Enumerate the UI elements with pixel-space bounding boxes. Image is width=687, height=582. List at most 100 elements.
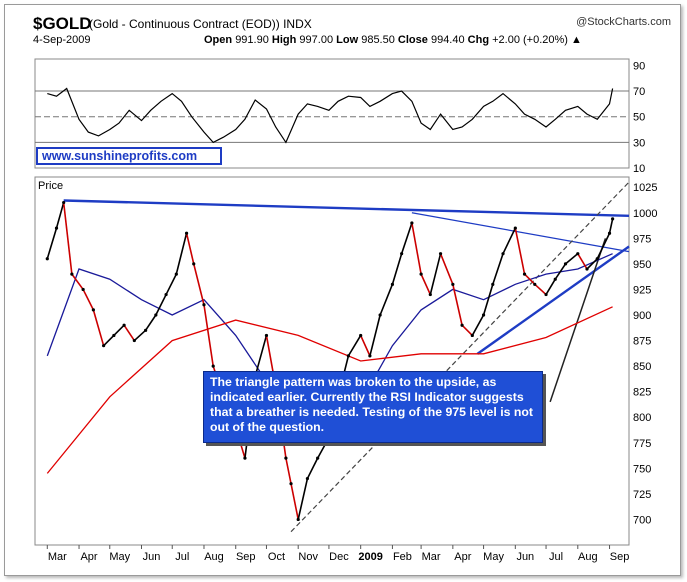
price-point [211, 364, 215, 368]
price-point [346, 354, 350, 358]
price-segment [254, 335, 268, 377]
price-segment [429, 253, 442, 295]
price-point [102, 344, 106, 348]
price-point [400, 252, 404, 256]
chart-title: $GOLD [33, 14, 92, 33]
price-segment [359, 335, 371, 357]
price-point [544, 292, 548, 297]
price-point [419, 272, 423, 276]
price-segment [439, 253, 454, 285]
price-point [289, 482, 293, 486]
price-tick-725: 725 [633, 489, 651, 501]
x-tick-jul-16: Jul [549, 551, 563, 563]
price-point [62, 200, 66, 205]
x-tick-apr-1: Apr [80, 551, 97, 563]
price-segment [471, 314, 485, 336]
price-segment [554, 263, 567, 280]
price-segment [144, 314, 157, 331]
price-segment [586, 258, 598, 270]
price-tick-700: 700 [633, 514, 651, 526]
x-tick-oct-7: Oct [268, 551, 285, 563]
x-tick-aug-17: Aug [578, 551, 598, 563]
open-value: 991.90 [235, 34, 269, 46]
price-point [470, 333, 474, 338]
x-tick-sep-18: Sep [610, 551, 630, 563]
close-value: 994.40 [430, 34, 465, 46]
trendline-rising-support [476, 245, 630, 355]
price-tick-1025: 1025 [633, 182, 657, 194]
price-point [112, 333, 116, 338]
x-tick-aug-5: Aug [204, 551, 224, 563]
price-point [501, 252, 505, 256]
low-label: Low [336, 34, 359, 46]
price-point [491, 282, 495, 286]
chart-subtitle: (Gold - Continuous Contract (EOD)) INDX [89, 17, 312, 31]
price-point [91, 308, 95, 312]
price-segment [123, 324, 136, 341]
price-point [184, 231, 189, 235]
price-tick-1000: 1000 [633, 208, 657, 220]
trendline-thin-resistance [411, 212, 630, 253]
price-tick-850: 850 [633, 361, 651, 373]
price-point [576, 252, 580, 256]
low-value: 985.50 [361, 34, 395, 46]
price-segment [577, 253, 588, 270]
price-point [460, 323, 464, 327]
price-point [359, 333, 363, 338]
price-point [390, 282, 395, 286]
price-segment [71, 273, 84, 290]
x-tick-may-14: May [483, 551, 504, 563]
series-ma-200 [46, 306, 613, 474]
price-segment [155, 294, 167, 316]
price-point [368, 354, 372, 358]
price-point [243, 456, 247, 460]
rsi-series-line [47, 87, 614, 144]
price-point [585, 267, 589, 271]
trendline-dashed-long-support [290, 181, 630, 533]
rsi-tick-70: 70 [633, 86, 645, 98]
price-segment [92, 309, 105, 346]
x-tick-apr-13: Apr [454, 551, 471, 563]
x-tick-jun-15: Jun [516, 551, 534, 563]
price-segment [502, 227, 517, 255]
price-tick-775: 775 [633, 438, 651, 450]
price-segment [545, 278, 556, 295]
price-point [70, 272, 74, 276]
price-segment [452, 284, 463, 326]
price-segment [62, 202, 73, 275]
price-point [410, 221, 414, 225]
price-point [553, 277, 557, 281]
x-tick-jul-4: Jul [175, 551, 189, 563]
price-point [563, 262, 568, 266]
ohlc-summary: Open 991.90 High 997.00 Low 985.50 Close… [204, 34, 582, 46]
price-tick-800: 800 [633, 412, 651, 424]
price-point [296, 517, 300, 522]
high-value: 997.00 [299, 34, 334, 46]
brand-label: @StockCharts.com [576, 16, 671, 28]
price-segment [564, 253, 579, 265]
price-point [513, 226, 517, 230]
close-label: Close [397, 34, 428, 46]
price-point [438, 252, 443, 256]
rsi-tick-30: 30 [633, 137, 645, 149]
price-point [533, 282, 537, 286]
price-point [428, 292, 432, 297]
price-segment [482, 284, 494, 316]
price-segment [411, 222, 422, 275]
price-point [192, 262, 196, 266]
price-segment [82, 289, 95, 311]
price-panel: Price 700 725 750 775 800 825 850 875 900 925 950 97… [34, 176, 657, 563]
price-point [45, 257, 49, 261]
x-tick-mar-12: Mar [422, 551, 441, 563]
price-segment [203, 304, 214, 367]
price-segment [347, 335, 362, 357]
x-tick-nov-8: Nov [298, 551, 318, 563]
rsi-tick-10: 10 [633, 163, 645, 175]
price-tick-750: 750 [633, 463, 651, 475]
price-segment [492, 253, 504, 285]
price-point [264, 333, 269, 338]
x-tick-may-2: May [109, 551, 130, 563]
price-point [316, 456, 320, 460]
high-label: High [271, 34, 297, 46]
